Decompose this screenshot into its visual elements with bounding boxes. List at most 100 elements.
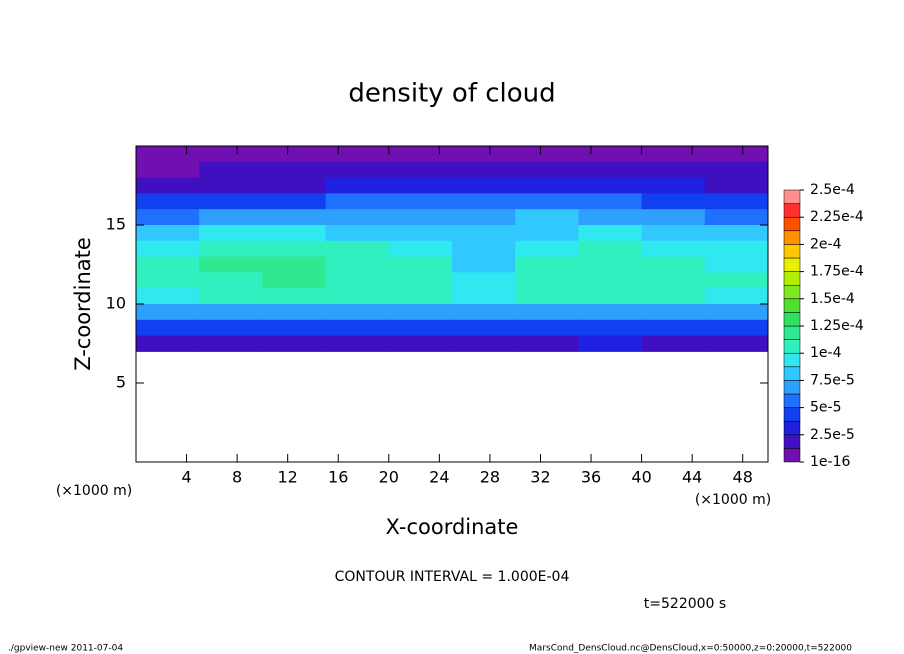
- field-cell: [452, 335, 516, 352]
- field-cell: [704, 161, 769, 179]
- field-cell: [452, 146, 516, 163]
- field-cell: [199, 240, 263, 258]
- colorbar-box: [783, 257, 801, 272]
- field-cell: [325, 304, 390, 321]
- field-cell: [388, 288, 453, 305]
- field-cell: [325, 256, 390, 273]
- field-cell: [388, 256, 453, 273]
- field-cell: [641, 193, 706, 210]
- colorbar-box: [783, 244, 801, 259]
- field-cell: [641, 272, 706, 289]
- field-cell: [199, 304, 263, 321]
- field-cell: [136, 225, 200, 242]
- x-tick-label: 48: [733, 468, 753, 487]
- field-cell: [704, 256, 769, 273]
- field-cell: [262, 240, 327, 258]
- x-tick-label: 44: [682, 468, 702, 487]
- field-cell: [515, 225, 579, 242]
- field-cell: [262, 146, 327, 163]
- field-cell: [452, 304, 516, 321]
- field-cell: [641, 161, 706, 179]
- x-tick-label: 16: [328, 468, 348, 487]
- y-unit: (×1000 m): [56, 483, 132, 499]
- field-cell: [578, 193, 643, 210]
- colorbar-box: [783, 216, 801, 232]
- field-cell: [136, 272, 200, 289]
- field-cell: [325, 209, 390, 226]
- colorbar-label: 1.25e-4: [810, 318, 864, 334]
- field-cell: [704, 193, 769, 210]
- field-cell: [578, 256, 643, 273]
- colorbar-label: 1.5e-4: [810, 291, 855, 307]
- time-label: t=522000 s: [644, 596, 726, 612]
- colorbar-label: 7.5e-5: [810, 372, 855, 388]
- field-cell: [578, 146, 643, 163]
- field-cell: [641, 225, 706, 242]
- x-axis-label: X-coordinate: [386, 515, 519, 539]
- field-cell: [136, 193, 200, 210]
- field-cell: [325, 319, 390, 337]
- x-tick-label: 20: [379, 468, 399, 487]
- field-cell: [136, 177, 200, 194]
- footer-left: ./gpview-new 2011-07-04: [8, 644, 123, 654]
- field-cell: [262, 161, 327, 179]
- field-cell: [452, 256, 516, 273]
- field-cell: [388, 304, 453, 321]
- field-cell: [325, 146, 390, 163]
- colorbar-label: 2.25e-4: [810, 209, 864, 225]
- field-cell: [325, 272, 390, 289]
- field-cell: [704, 272, 769, 289]
- field-cell: [136, 146, 200, 163]
- field-cell: [578, 304, 643, 321]
- chart-title: density of cloud: [348, 79, 555, 109]
- field-cell: [641, 240, 706, 258]
- field-cell: [578, 335, 643, 352]
- field-cell: [452, 272, 516, 289]
- field-cell: [578, 177, 643, 194]
- field-cell: [199, 319, 263, 337]
- field-cell: [325, 193, 390, 210]
- field-cell: [262, 319, 327, 337]
- x-tick-label: 28: [480, 468, 500, 487]
- field-cell: [578, 161, 643, 179]
- field-cell: [136, 240, 200, 258]
- field-cell: [388, 209, 453, 226]
- field-cell: [199, 209, 263, 226]
- field-cell: [136, 161, 200, 179]
- x-tick-label: 12: [278, 468, 298, 487]
- field-cell: [578, 288, 643, 305]
- colorbar-box: [783, 284, 801, 300]
- field-cell: [578, 240, 643, 258]
- field-cell: [325, 177, 390, 194]
- field-cell: [641, 146, 706, 163]
- field-cell: [136, 288, 200, 305]
- colorbar-box: [783, 407, 801, 422]
- field-cell: [262, 209, 327, 226]
- field-cell: [388, 272, 453, 289]
- x-tick-label: 32: [530, 468, 550, 487]
- footer-right: MarsCond_DensCloud.nc@DensCloud,x=0:5000…: [529, 644, 852, 654]
- y-tick-label: 15: [106, 215, 126, 234]
- field-cell: [515, 209, 579, 226]
- field-cell: [515, 272, 579, 289]
- field-cell: [452, 240, 516, 258]
- colorbar-box: [783, 448, 801, 463]
- field-cell: [199, 146, 263, 163]
- field-cell: [199, 288, 263, 305]
- field-cell: [704, 319, 769, 337]
- field-cell: [452, 288, 516, 305]
- field-cell: [704, 177, 769, 194]
- field-cell: [199, 256, 263, 273]
- colorbar-box: [783, 393, 801, 408]
- field-cell: [388, 225, 453, 242]
- field-cell: [515, 304, 579, 321]
- field-cell: [262, 193, 327, 210]
- colorbar-label: 1e-4: [810, 345, 842, 361]
- field-cell: [704, 288, 769, 305]
- colorbar-label: 1e-16: [810, 454, 850, 470]
- field-cell: [136, 319, 200, 337]
- colorbar-box: [783, 298, 801, 313]
- field-cell: [578, 272, 643, 289]
- field-cell: [641, 335, 706, 352]
